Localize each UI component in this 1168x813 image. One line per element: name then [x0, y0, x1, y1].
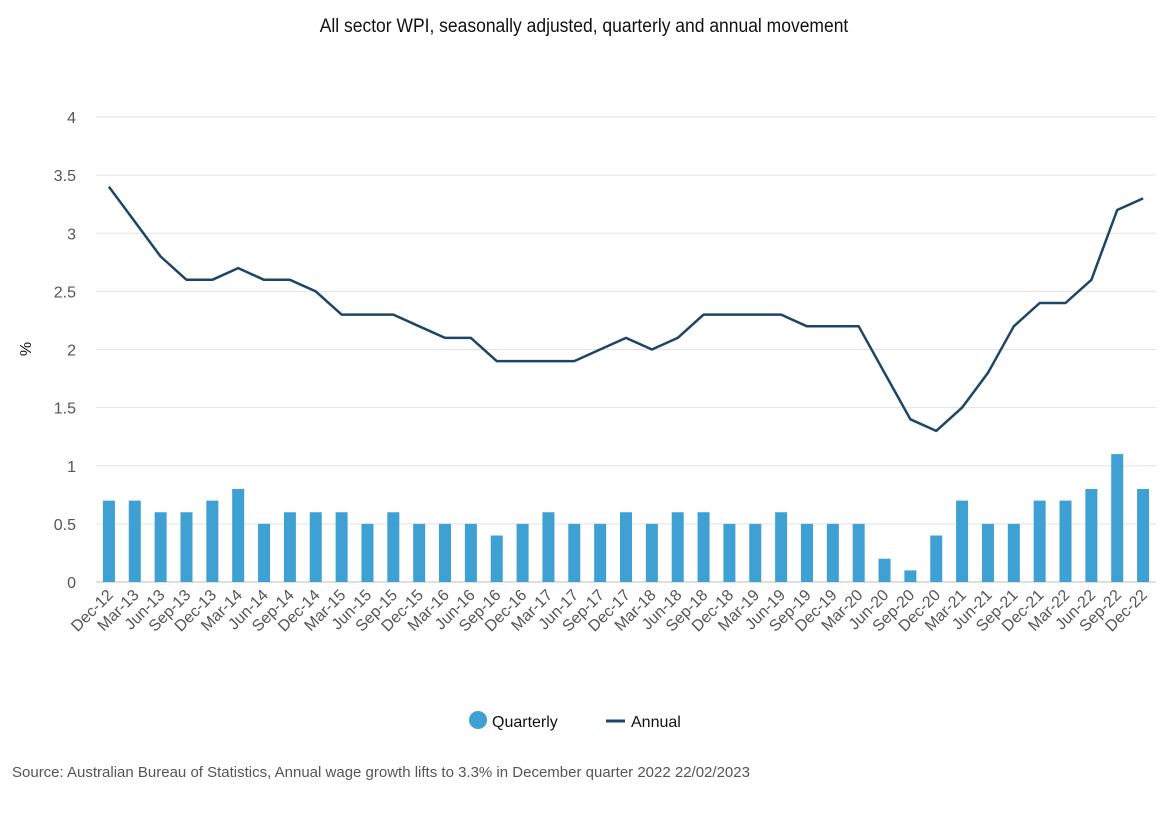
bar-quarterly: [852, 523, 865, 582]
bar-quarterly: [645, 523, 658, 582]
x-axis-ticks: Dec-12Mar-13Jun-13Sep-13Dec-13Mar-14Jun-…: [68, 587, 1151, 636]
bar-quarterly: [800, 523, 813, 582]
bar-quarterly: [568, 523, 581, 582]
bar-quarterly: [904, 570, 917, 582]
bar-quarterly: [1111, 454, 1124, 582]
y-tick-label: 3: [67, 226, 76, 243]
bar-quarterly: [826, 523, 839, 582]
bar-quarterly: [878, 558, 891, 582]
bar-quarterly: [697, 512, 710, 582]
bar-quarterly: [180, 512, 193, 582]
bar-quarterly: [671, 512, 684, 582]
legend: Quarterly Annual: [469, 711, 681, 731]
y-axis-ticks: 0 0.5 1 1.5 2 2.5 3 3.5 4: [54, 110, 76, 592]
bar-quarterly: [490, 535, 503, 582]
bar-quarterly: [542, 512, 555, 582]
bar-quarterly: [464, 523, 477, 582]
y-tick-label: 1.5: [54, 401, 76, 418]
bar-quarterly: [516, 523, 529, 582]
bar-quarterly: [1033, 500, 1046, 582]
bar-quarterly: [1007, 523, 1020, 582]
bar-quarterly: [387, 512, 400, 582]
annual-line-layer: [107, 186, 1144, 433]
bar-quarterly: [956, 500, 969, 582]
bar-quarterly: [1059, 500, 1072, 582]
bar-quarterly: [1085, 489, 1098, 582]
y-tick-label: 3.5: [54, 168, 76, 185]
chart-title: All sector WPI, seasonally adjusted, qua…: [319, 16, 849, 37]
bar-quarterly: [594, 523, 607, 582]
bar-quarterly: [128, 500, 141, 582]
legend-quarterly-swatch: [469, 711, 487, 729]
source-note: Source: Australian Bureau of Statistics,…: [12, 764, 750, 781]
bar-quarterly: [413, 523, 426, 582]
quarterly-bars: [102, 454, 1150, 582]
y-axis-label: %: [18, 342, 35, 356]
bar-quarterly: [335, 512, 348, 582]
y-tick-label: 0.5: [54, 517, 76, 534]
bar-quarterly: [1137, 489, 1150, 582]
legend-quarterly-label: Quarterly: [492, 714, 558, 731]
bar-quarterly: [309, 512, 322, 582]
y-tick-label: 2.5: [54, 284, 76, 301]
bar-quarterly: [283, 512, 296, 582]
bar-quarterly: [154, 512, 167, 582]
y-tick-label: 0: [67, 575, 76, 592]
bar-quarterly: [723, 523, 736, 582]
bar-quarterly: [258, 523, 271, 582]
line-annual: [107, 186, 1144, 433]
bar-quarterly: [749, 523, 762, 582]
bar-quarterly: [206, 500, 219, 582]
bar-quarterly: [439, 523, 452, 582]
bar-quarterly: [775, 512, 788, 582]
bar-quarterly: [232, 489, 245, 582]
legend-annual-label: Annual: [631, 714, 681, 731]
y-tick-label: 2: [67, 343, 76, 360]
bar-quarterly: [620, 512, 632, 582]
bar-quarterly: [361, 523, 374, 582]
bar-quarterly: [930, 535, 943, 582]
bar-quarterly: [981, 523, 994, 582]
y-tick-label: 4: [67, 110, 76, 127]
y-tick-label: 1: [67, 459, 76, 476]
bar-quarterly: [102, 500, 115, 582]
